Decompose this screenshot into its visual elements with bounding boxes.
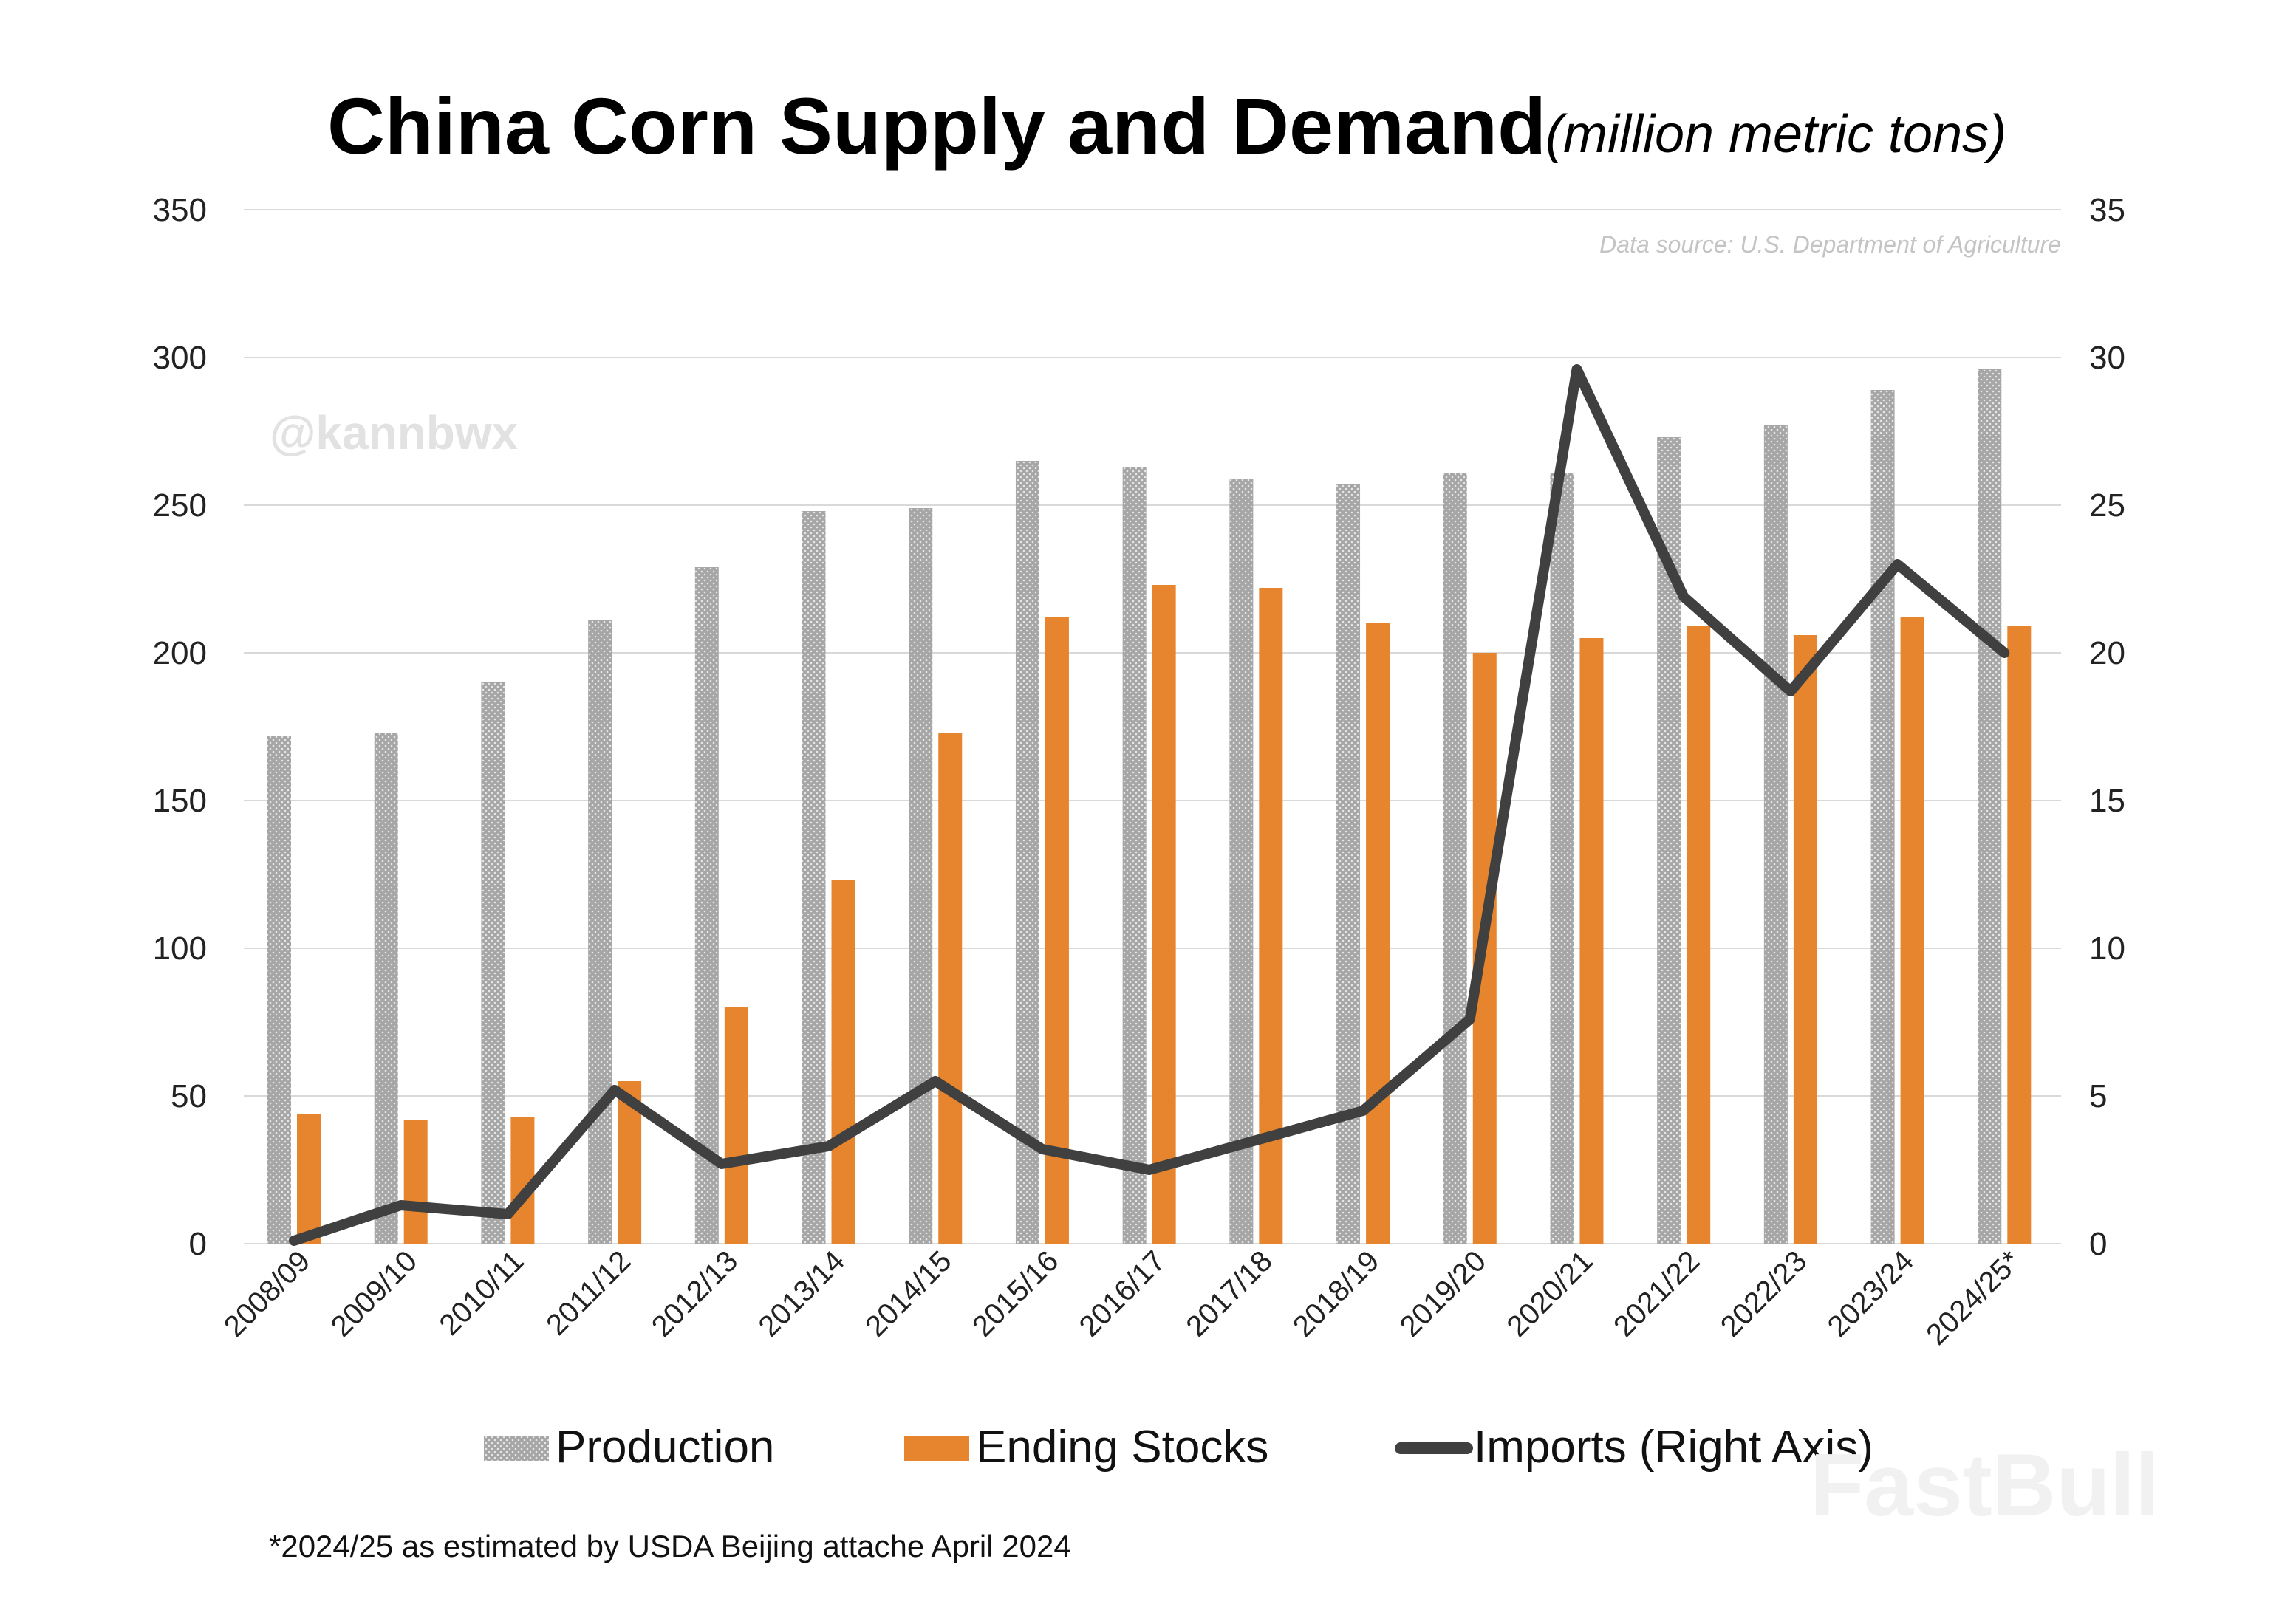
imports-point — [1040, 1148, 1044, 1151]
left-tick-label: 350 — [153, 192, 207, 228]
x-tick-label: 2008/09 — [218, 1244, 316, 1343]
production-bar — [481, 682, 505, 1244]
production-bar — [802, 511, 826, 1244]
bars — [267, 369, 2032, 1244]
left-tick-label: 300 — [153, 340, 207, 376]
imports-point — [720, 1162, 723, 1165]
production-bar — [588, 620, 612, 1244]
x-tick-label: 2012/13 — [646, 1244, 744, 1343]
x-axis-ticks: 2008/09 2009/10 2010/11 2011/12 2012/13 2013/… — [218, 1244, 2027, 1351]
ending-stocks-bar — [1687, 626, 1711, 1244]
x-tick-label: 2019/20 — [1394, 1244, 1492, 1343]
production-bar — [1443, 473, 1467, 1244]
right-tick-label: 20 — [2089, 635, 2125, 671]
legend-label-production: Production — [556, 1422, 774, 1473]
right-tick-label: 10 — [2089, 931, 2125, 967]
x-tick-label: 2015/16 — [966, 1244, 1065, 1343]
legend-label-imports: Imports (Right Axis) — [1474, 1422, 1873, 1473]
imports-point — [934, 1080, 937, 1083]
legend-label-ending-stocks: Ending Stocks — [976, 1422, 1268, 1473]
imports-point — [1896, 563, 1899, 566]
production-bar — [1229, 479, 1254, 1244]
imports-line-layer — [289, 364, 2010, 1246]
production-bar — [1870, 390, 1895, 1244]
right-tick-label: 0 — [2089, 1226, 2107, 1262]
production-bar — [1122, 467, 1147, 1244]
ending-stocks-bar — [724, 1007, 748, 1244]
ending-stocks-bar — [2007, 626, 2032, 1244]
left-tick-label: 50 — [171, 1078, 207, 1114]
right-tick-label: 5 — [2089, 1078, 2107, 1114]
imports-point — [399, 1204, 403, 1207]
ending-stocks-bar — [1259, 588, 1283, 1244]
imports-point — [1254, 1139, 1258, 1142]
left-tick-label: 200 — [153, 635, 207, 671]
legend-swatch-ending-stocks — [904, 1436, 969, 1461]
x-tick-label: 2023/24 — [1822, 1244, 1920, 1343]
ending-stocks-bar — [1045, 617, 1069, 1244]
ending-stocks-bar — [297, 1114, 321, 1244]
chart-title: China Corn Supply and Demand — [327, 81, 1546, 171]
imports-point — [827, 1145, 830, 1148]
production-bar — [1763, 425, 1788, 1244]
ending-stocks-bar — [1366, 623, 1390, 1244]
left-tick-label: 250 — [153, 487, 207, 524]
imports-point — [613, 1089, 617, 1092]
x-tick-label: 2022/23 — [1715, 1244, 1813, 1343]
production-bar — [1978, 369, 2002, 1244]
data-source-note: Data source: U.S. Department of Agricult… — [1599, 231, 2061, 258]
right-axis-ticks: 0 5 10 15 20 25 30 35 — [2089, 192, 2125, 1262]
ending-stocks-bar — [1793, 635, 1817, 1244]
imports-point — [293, 1239, 295, 1242]
imports-point — [1361, 1109, 1365, 1112]
ending-stocks-bar — [403, 1120, 428, 1244]
right-tick-label: 25 — [2089, 487, 2125, 524]
footnote: *2024/25 as estimated by USDA Beijing at… — [269, 1529, 1071, 1563]
x-tick-label: 2009/10 — [325, 1244, 423, 1343]
chart-unit-label: (million metric tons) — [1545, 105, 2006, 164]
x-tick-label: 2021/22 — [1607, 1244, 1706, 1343]
left-tick-label: 100 — [153, 931, 207, 967]
imports-point — [1682, 595, 1686, 598]
imports-point — [506, 1213, 510, 1216]
author-watermark: @kannbwx — [270, 406, 519, 459]
left-axis-ticks: 0 50 100 150 200 250 300 350 — [153, 192, 207, 1262]
x-tick-label: 2018/19 — [1287, 1244, 1385, 1343]
production-bar — [374, 733, 398, 1244]
x-tick-label: 2014/15 — [859, 1244, 957, 1343]
ending-stocks-bar — [1900, 617, 1924, 1244]
left-tick-label: 0 — [189, 1226, 207, 1262]
legend: Production Ending Stocks Imports (Right … — [484, 1422, 1873, 1473]
brand-watermark: FastBull — [1810, 1436, 2159, 1535]
production-bar — [694, 567, 719, 1244]
x-tick-label: 2020/21 — [1500, 1244, 1599, 1343]
legend-swatch-production — [484, 1436, 549, 1461]
right-tick-label: 30 — [2089, 340, 2125, 376]
production-bar — [1550, 473, 1574, 1244]
x-tick-label: 2017/18 — [1180, 1244, 1278, 1343]
imports-point — [1468, 1018, 1472, 1021]
ending-stocks-bar — [1579, 638, 1604, 1244]
ending-stocks-bar — [938, 733, 963, 1244]
imports-line — [289, 364, 2010, 1246]
right-tick-label: 15 — [2089, 783, 2125, 819]
x-tick-label: 2010/11 — [434, 1244, 530, 1341]
ending-stocks-bar — [1152, 585, 1176, 1244]
x-tick-label: 2016/17 — [1073, 1244, 1172, 1343]
imports-point — [1575, 368, 1579, 371]
production-bar — [1015, 461, 1039, 1244]
left-tick-label: 150 — [153, 783, 207, 819]
x-tick-label: 2013/14 — [753, 1244, 851, 1343]
imports-point — [1788, 690, 1792, 693]
imports-point — [1147, 1168, 1151, 1171]
production-bar — [267, 736, 291, 1244]
production-bar — [909, 508, 933, 1244]
imports-point — [2003, 651, 2006, 654]
x-tick-label: 2011/12 — [540, 1244, 637, 1341]
x-tick-label: 2024/25* — [1920, 1244, 2026, 1351]
production-bar — [1336, 484, 1361, 1244]
right-tick-label: 35 — [2089, 192, 2125, 228]
ending-stocks-bar — [831, 880, 855, 1244]
